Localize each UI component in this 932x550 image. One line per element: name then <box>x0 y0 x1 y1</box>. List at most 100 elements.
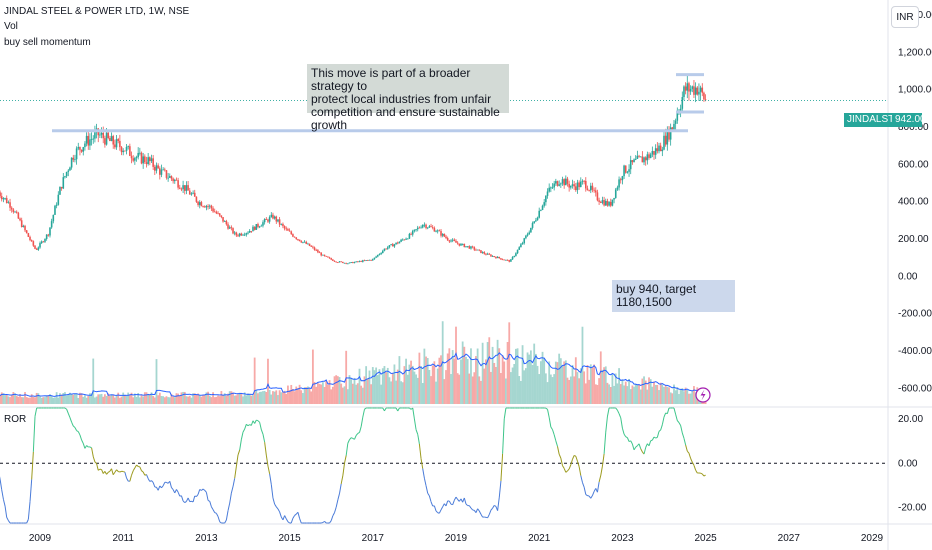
volume-bar <box>551 377 554 404</box>
candle-body <box>293 236 296 238</box>
volume-bar <box>75 393 78 404</box>
volume-bar <box>243 392 246 404</box>
ror-line-segment <box>553 434 557 442</box>
volume-bar <box>446 353 449 404</box>
last-price-tag[interactable]: 942.00 <box>892 113 926 127</box>
candle-body <box>391 244 394 247</box>
volume-bar <box>168 397 171 404</box>
ror-line-segment <box>342 463 346 476</box>
volume-bar <box>12 392 15 404</box>
trade-annotation[interactable]: buy 940, target 1180,1500 <box>612 280 735 312</box>
volume-bar <box>230 391 233 404</box>
ror-line-segment <box>455 496 459 500</box>
candle-body <box>17 212 20 219</box>
volume-bar <box>366 378 369 404</box>
volume-bar <box>629 389 632 404</box>
volume-bar <box>67 394 70 404</box>
volume-bar <box>125 396 128 404</box>
volume-bar <box>64 392 66 404</box>
candle-body <box>348 262 351 264</box>
candle-body <box>420 227 422 229</box>
candle-body <box>470 246 472 249</box>
candle-body <box>178 187 181 189</box>
candle-body <box>102 132 105 139</box>
candle-body <box>217 213 219 215</box>
candle-body <box>636 155 639 159</box>
ticker-tag[interactable]: JINDALSTEEL <box>844 113 913 127</box>
candle-body <box>207 205 209 207</box>
candle-body <box>693 86 695 95</box>
volume-bar <box>0 392 3 404</box>
volume-bar <box>511 367 514 404</box>
candle-body <box>478 249 481 251</box>
candle-body <box>513 255 516 257</box>
candle-body <box>385 248 387 250</box>
candle-body <box>298 239 301 242</box>
ror-line-segment <box>246 423 249 427</box>
candle-body <box>656 148 659 152</box>
candle-body <box>145 162 148 165</box>
candle-body <box>0 192 1 197</box>
volume-bar <box>215 396 218 404</box>
volume-bar <box>523 370 526 404</box>
volume-bar <box>37 393 40 404</box>
ror-line-segment <box>79 434 83 441</box>
ror-line-segment <box>237 449 241 456</box>
ror-line-segment <box>157 485 161 491</box>
ror-indicator-label[interactable]: ROR <box>4 414 27 425</box>
candle-body <box>14 211 16 213</box>
volume-bar <box>94 397 96 404</box>
ror-line-segment <box>224 519 227 524</box>
candle-body <box>365 260 367 261</box>
ror-line-segment <box>136 464 139 467</box>
time-tick-label: 2013 <box>195 533 218 544</box>
note-annotation[interactable]: This move is part of a broader strategy … <box>307 64 509 132</box>
candle-body <box>599 201 602 203</box>
ror-line-segment <box>262 434 266 443</box>
candle-body <box>115 139 118 148</box>
ror-line-segment <box>340 475 344 485</box>
momentum-indicator-label[interactable]: buy sell momentum <box>4 37 91 48</box>
candle-body <box>183 185 186 191</box>
candle-body <box>456 242 459 244</box>
candle-body <box>109 137 111 142</box>
volume-bar <box>350 378 353 404</box>
candle-body <box>200 202 203 207</box>
volume-bar <box>97 394 100 404</box>
currency-button[interactable]: INR <box>891 6 919 28</box>
candle-body <box>69 167 71 171</box>
ror-line-segment <box>364 407 367 410</box>
lightning-icon[interactable] <box>695 387 711 403</box>
volume-bar <box>4 395 6 404</box>
volume-bar <box>105 395 108 404</box>
volume-bar <box>328 380 331 404</box>
ror-line-segment <box>437 512 440 514</box>
volume-bar <box>651 386 654 404</box>
price-tick-label: 200.00 <box>898 234 929 245</box>
candle-body <box>468 246 471 249</box>
volume-bar <box>132 397 135 404</box>
candle-body <box>235 232 238 236</box>
candle-body <box>49 227 51 236</box>
volume-bar <box>225 395 228 404</box>
ror-line-segment <box>106 472 109 475</box>
volume-bar <box>277 395 279 404</box>
candle-body <box>495 256 497 259</box>
ror-line-segment <box>162 482 166 487</box>
candle-body <box>674 120 677 124</box>
candle-body <box>510 259 512 262</box>
candle-body <box>265 219 268 220</box>
volume-bar <box>628 378 630 404</box>
ror-line-segment <box>123 471 126 473</box>
candle-body <box>40 241 43 244</box>
volume-bar <box>408 364 411 404</box>
volume-bar <box>163 397 166 404</box>
volume-bar <box>556 362 559 404</box>
candle-body <box>54 205 56 215</box>
ror-pane[interactable] <box>0 407 888 524</box>
candle-body <box>633 159 635 163</box>
volume-indicator-label[interactable]: Vol <box>4 21 18 32</box>
candle-body <box>551 187 554 189</box>
volume-bar <box>421 383 424 404</box>
symbol-title[interactable]: JINDAL STEEL & POWER LTD, 1W, NSE <box>4 6 190 17</box>
